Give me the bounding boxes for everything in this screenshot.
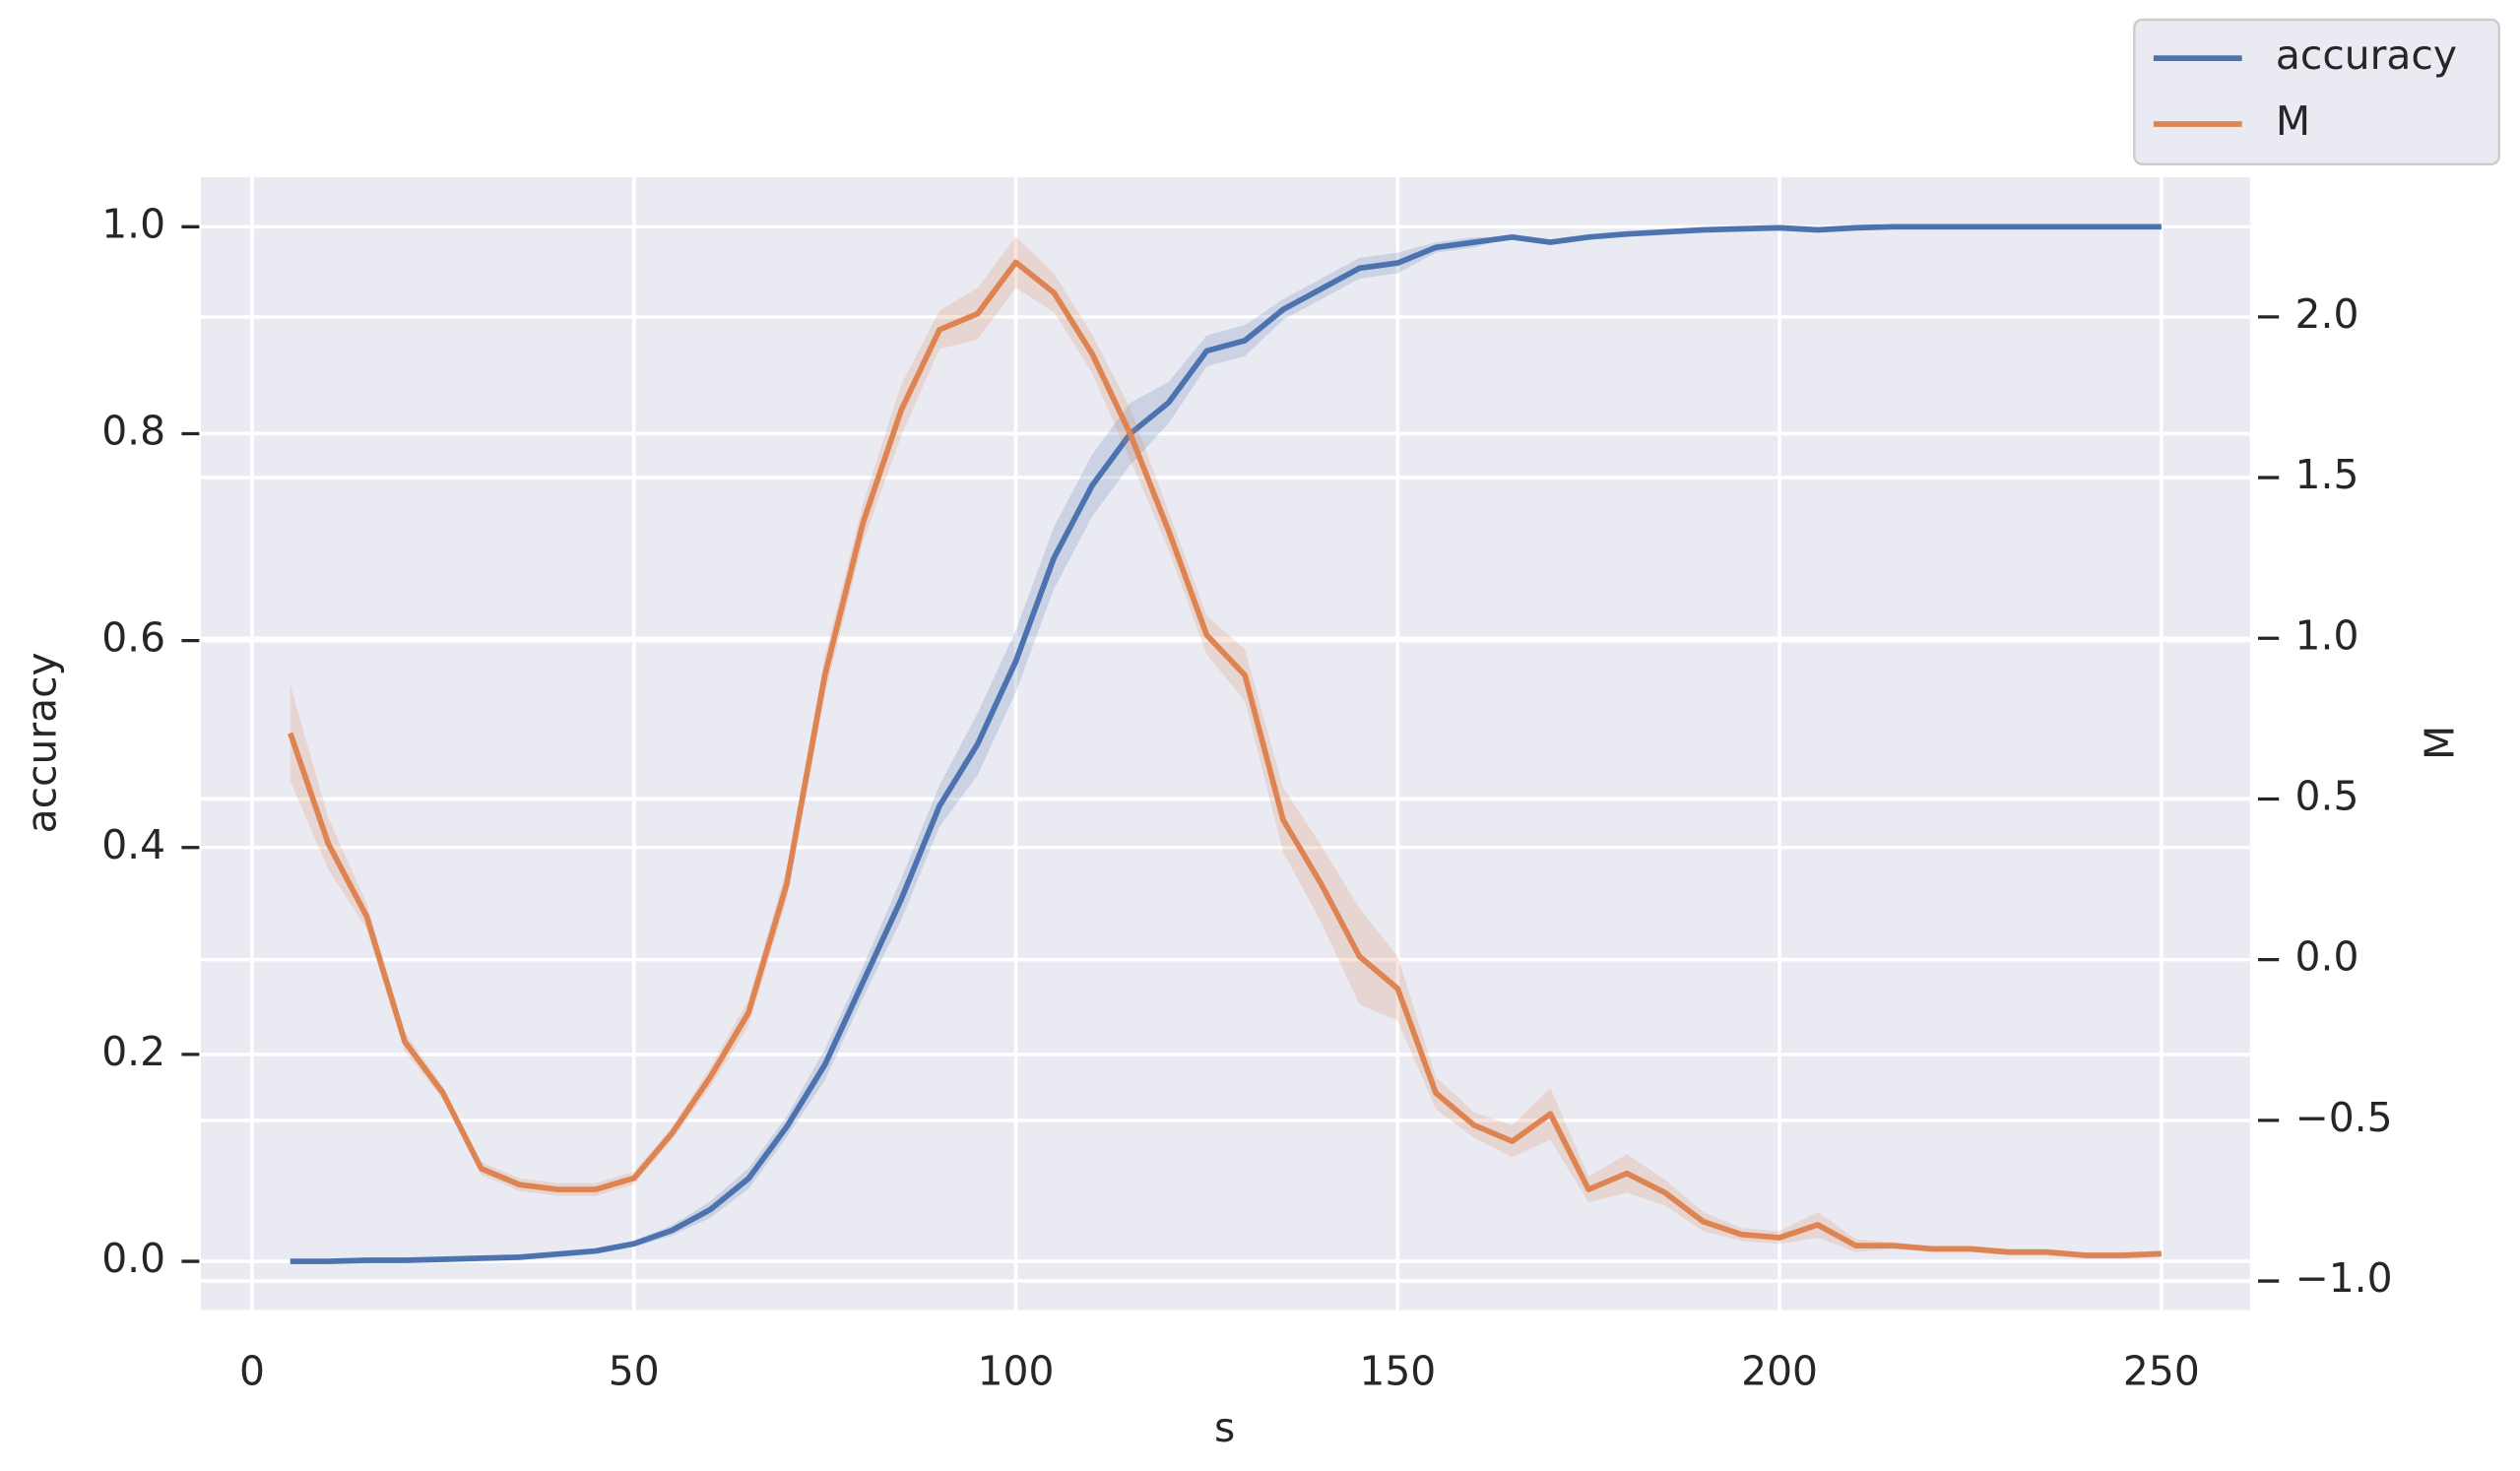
y-tick-label: 0.8 — [101, 407, 165, 454]
legend: accuracy M — [2133, 18, 2501, 166]
y2-tick-label: 2.0 — [2295, 290, 2359, 338]
x-tick-label: 100 — [978, 1348, 1055, 1395]
y-tick-label: 1.0 — [101, 200, 165, 247]
y2-tick-label: −0.5 — [2295, 1094, 2393, 1141]
line — [290, 224, 2162, 1264]
x-tick-label: 0 — [239, 1348, 265, 1395]
y-tick-label: 0.6 — [101, 614, 165, 662]
y2-tick-label: 0.0 — [2295, 933, 2359, 981]
y2-tick-label: 1.0 — [2295, 611, 2359, 659]
x-tick-label: 150 — [1359, 1348, 1436, 1395]
y-axis-label: accuracy — [19, 652, 66, 833]
y2-tick-label: 1.5 — [2295, 451, 2359, 498]
legend-label: accuracy — [2276, 32, 2457, 79]
legend-label: M — [2276, 97, 2310, 145]
y-tick-label: 0.2 — [101, 1028, 165, 1075]
y-tick-label: 0.4 — [101, 821, 165, 868]
x-tick-label: 250 — [2123, 1348, 2200, 1395]
y2-tick-label: 0.5 — [2295, 772, 2359, 819]
y2-tick-label: −1.0 — [2295, 1254, 2393, 1302]
line — [288, 259, 2162, 1258]
y-tick-label: 0.0 — [101, 1235, 165, 1282]
x-tick-label: 50 — [609, 1348, 660, 1395]
x-tick-label: 200 — [1741, 1348, 1818, 1395]
y2-axis-label: M — [2417, 726, 2464, 760]
x-axis-label: s — [1214, 1404, 1235, 1451]
